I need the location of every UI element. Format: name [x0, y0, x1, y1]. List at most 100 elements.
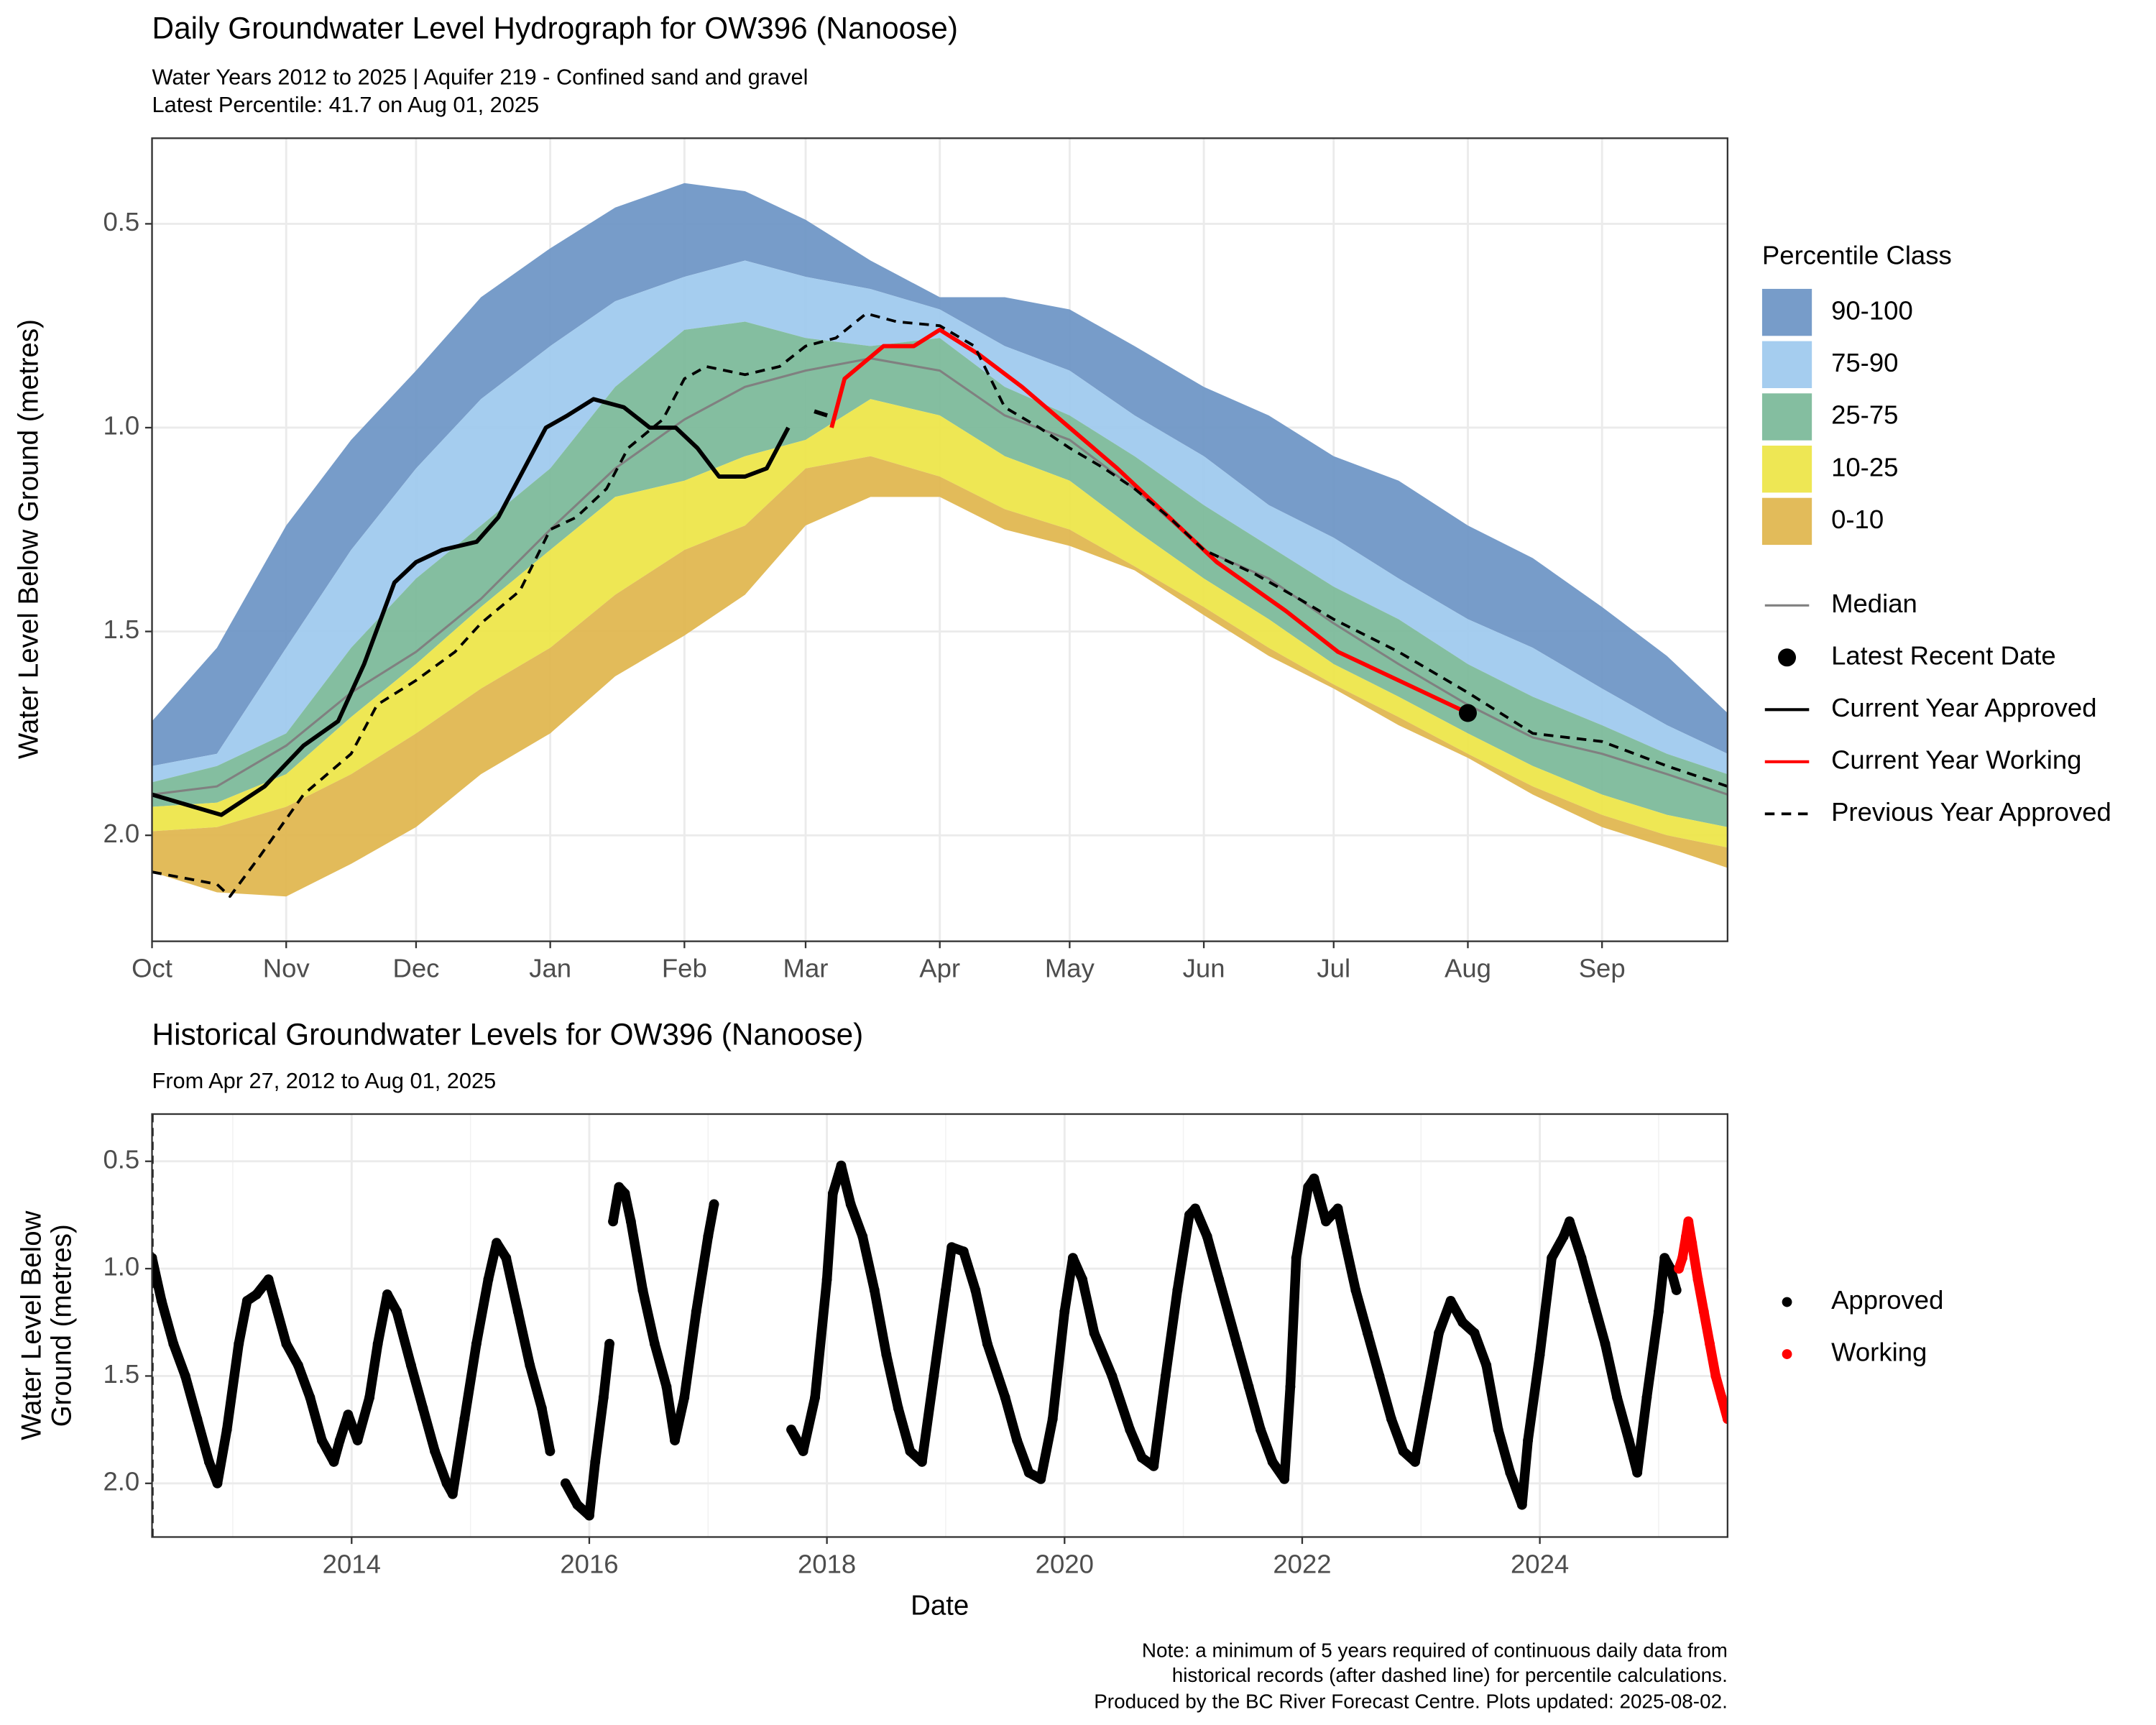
point: [1089, 1328, 1100, 1338]
legend-swatch: [1782, 1349, 1792, 1359]
x-tick-label: 2014: [323, 1550, 381, 1579]
legend-swatch: [1761, 446, 1812, 493]
point: [1576, 1253, 1587, 1264]
x-tick-label: Oct: [132, 954, 172, 983]
x-tick-label: 2020: [1036, 1550, 1094, 1579]
point: [221, 1425, 232, 1435]
point: [1505, 1467, 1516, 1478]
point: [1681, 1231, 1691, 1242]
y-axis-label: Water Level Below: [16, 1210, 47, 1440]
point: [836, 1160, 847, 1171]
point: [1671, 1285, 1682, 1295]
legend-swatch: [1778, 648, 1797, 667]
legend-swatch: [1761, 497, 1812, 546]
point: [661, 1381, 672, 1392]
point: [1612, 1392, 1623, 1403]
point: [1547, 1253, 1557, 1264]
point: [1558, 1231, 1569, 1242]
point: [1148, 1460, 1159, 1471]
point: [670, 1435, 680, 1445]
x-tick-label: May: [1045, 954, 1095, 983]
point: [392, 1306, 402, 1317]
point: [447, 1489, 458, 1499]
point: [192, 1414, 203, 1425]
x-axis-label: Date: [911, 1591, 969, 1622]
point: [1654, 1306, 1664, 1317]
x-tick-label: 2024: [1511, 1550, 1569, 1579]
point: [1184, 1210, 1194, 1220]
point: [263, 1274, 274, 1284]
legend-label: 10-25: [1831, 452, 1898, 482]
point: [649, 1338, 660, 1349]
point: [525, 1360, 535, 1371]
point: [946, 1242, 957, 1253]
point: [430, 1446, 440, 1456]
point: [881, 1349, 892, 1360]
line: [829, 327, 1469, 715]
chart-subtitle: Latest Percentile: 41.7 on Aug 01, 2025: [152, 92, 540, 117]
x-tick-label: 2018: [798, 1550, 856, 1579]
y-axis-label: Ground (metres): [47, 1224, 78, 1427]
legend-label: Latest Recent Date: [1831, 640, 2056, 670]
point: [334, 1435, 345, 1445]
point: [1291, 1253, 1302, 1264]
point: [1410, 1456, 1420, 1467]
point: [1285, 1381, 1296, 1392]
x-tick-label: Jun: [1183, 954, 1225, 983]
point: [709, 1199, 719, 1210]
legend-swatch: [1782, 1297, 1792, 1307]
point: [1386, 1414, 1396, 1425]
percentile-band: [152, 260, 1728, 783]
point: [156, 1295, 167, 1306]
plot-area: [152, 1114, 1728, 1537]
x-tick-label: Nov: [263, 954, 310, 983]
point: [1000, 1392, 1010, 1403]
point: [1303, 1182, 1314, 1192]
line: [152, 312, 1728, 898]
point: [1398, 1446, 1409, 1456]
percentile-band: [152, 399, 1728, 848]
note: Note: a minimum of 5 years required of c…: [1142, 1639, 1728, 1661]
point: [1632, 1467, 1643, 1478]
point: [1243, 1381, 1254, 1392]
point: [1136, 1453, 1147, 1463]
point: [1523, 1435, 1534, 1445]
y-tick-label: 0.5: [103, 207, 139, 236]
point: [1623, 1435, 1634, 1445]
point: [1309, 1173, 1319, 1184]
note: historical records (after dashed line) f…: [1172, 1664, 1728, 1686]
point: [168, 1338, 179, 1349]
point: [1641, 1392, 1652, 1403]
point: [1321, 1216, 1331, 1227]
legend-label: 90-100: [1831, 295, 1913, 325]
point: [604, 1338, 614, 1349]
percentile-band: [152, 321, 1728, 827]
x-tick-label: Dec: [392, 954, 439, 983]
x-tick-label: Jan: [529, 954, 571, 983]
point: [441, 1478, 452, 1489]
x-tick-label: 2016: [560, 1550, 618, 1579]
legend-swatch: [1761, 341, 1812, 388]
chart-title: Daily Groundwater Level Hydrograph for O…: [152, 11, 958, 45]
point: [810, 1392, 821, 1403]
point: [598, 1392, 609, 1403]
point: [536, 1403, 547, 1414]
point: [203, 1456, 214, 1467]
point: [958, 1246, 969, 1257]
point: [1160, 1371, 1171, 1381]
point: [1107, 1371, 1118, 1381]
point: [501, 1253, 512, 1264]
x-tick-label: Apr: [919, 954, 960, 983]
point: [382, 1289, 392, 1300]
point: [459, 1414, 470, 1425]
point: [982, 1338, 992, 1349]
point: [786, 1425, 796, 1435]
point: [1362, 1328, 1373, 1338]
point: [1716, 1392, 1727, 1403]
point: [916, 1456, 927, 1467]
point: [492, 1238, 502, 1248]
point: [929, 1371, 939, 1381]
x-tick-label: 2022: [1273, 1550, 1331, 1579]
legend-label: Working: [1831, 1338, 1927, 1367]
